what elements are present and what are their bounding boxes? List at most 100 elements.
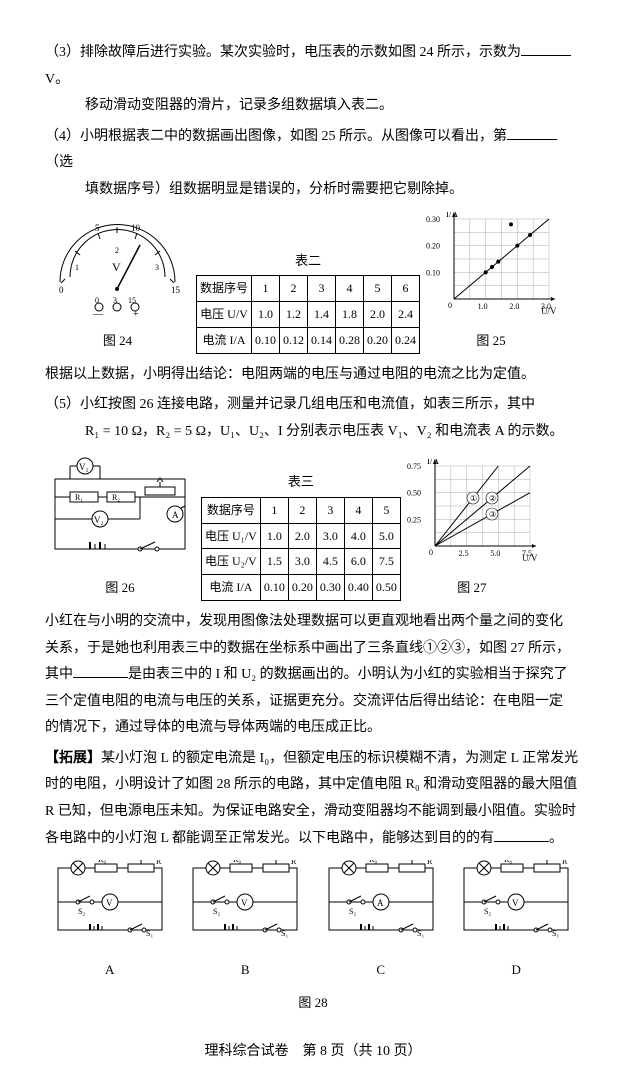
table2-wrap: 表二 数据序号123456电压 U/V1.01.21.41.82.02.4电流 … [196,249,420,354]
q3: （3）排除故障后进行实验。某次实验时，电压表的示数如图 24 所示，示数为 V。… [45,40,581,120]
fig28-D: LR₀RVS₂S₁D [456,860,576,982]
table3: 数据序号12345电压 U₁/V1.02.03.04.05.0电压 U₂/V1.… [201,497,401,601]
svg-text:R: R [562,860,568,866]
fig27: U/VI/A02.55.07.50.250.500.75①②③ 图 27 [407,459,537,601]
q3-unit: V。 [45,72,69,87]
svg-text:R₀: R₀ [98,860,106,864]
q3-text1: （3）排除故障后进行实验。某次实验时，电压表的示数如图 24 所示，示数为 [45,45,521,60]
fig27-label: 图 27 [407,576,537,601]
svg-text:3.0: 3.0 [541,302,551,311]
svg-text:I/A: I/A [427,459,439,466]
para27-blank [73,663,128,678]
svg-text:R: R [291,860,297,866]
fig28-A: LR₀RVS₂S₁A [50,860,170,982]
tuozhan-blank [494,827,549,842]
conclusion1: 根据以上数据，小明得出结论：电阻两端的电压与通过电阻的电流之比为定值。 [45,362,581,389]
svg-text:S₁: S₁ [552,929,559,938]
table2: 数据序号123456电压 U/V1.01.21.41.82.02.4电流 I/A… [196,275,420,353]
fig24-label: 图 24 [45,329,190,354]
fig25-label: 图 25 [426,329,556,354]
q4-text2: 填数据序号）组数据明显是错误的，分析时需要把它剔除掉。 [45,177,581,204]
footer: 理科综合试卷 第 8 页（共 10 页） [45,1039,581,1066]
svg-text:R₀: R₀ [504,860,512,864]
svg-text:1: 1 [75,263,79,272]
svg-text:S₂: S₂ [213,907,220,916]
svg-text:0: 0 [448,301,452,310]
svg-text:V₂: V₂ [94,515,104,525]
svg-text:I/A: I/A [446,212,458,219]
fig28-row: LR₀RVS₂S₁A LR₀RVS₂S₁B LR₀RAS₂S₁C LR₀RVS₂… [45,860,581,982]
svg-text:7.5: 7.5 [522,549,532,558]
fig26: V₁ R₁ R₂ V₂ A 图 26 [45,454,195,601]
svg-text:2.0: 2.0 [509,302,519,311]
svg-text:0: 0 [59,285,64,295]
q5-text1: （5）小红按图 26 连接电路，测量并记录几组电压和电流值，如表三所示，其中 [45,397,535,412]
fig24: 0 5 10 15 1 2 3 V 0 3 15 — + 图 24 [45,217,190,354]
svg-text:0.75: 0.75 [407,462,421,471]
svg-text:②: ② [489,494,496,503]
svg-text:V: V [512,898,519,908]
svg-text:R₂: R₂ [112,493,120,502]
q5-text2: R₁ = 10 Ω，R₂ = 5 Ω，U₁、U₂、I 分别表示电压表 V₁、V₂… [85,424,564,439]
svg-text:3: 3 [155,263,159,272]
table3-title: 表三 [201,470,401,495]
row-26-27: V₁ R₁ R₂ V₂ A 图 26 表三 数据序号12345电压 U₁/V1.… [45,454,581,601]
svg-text:5: 5 [95,223,100,233]
svg-text:S₁: S₁ [281,929,288,938]
svg-text:S₁: S₁ [417,929,424,938]
table3-wrap: 表三 数据序号12345电压 U₁/V1.02.03.04.05.0电压 U₂/… [201,470,401,601]
q5: （5）小红按图 26 连接电路，测量并记录几组电压和电流值，如表三所示，其中 R… [45,392,581,445]
svg-text:2: 2 [115,246,119,255]
svg-text:L: L [480,860,485,861]
q4-blank [507,125,557,140]
svg-text:0.10: 0.10 [426,268,440,277]
fig28-C: LR₀RAS₂S₁C [321,860,441,982]
q4: （4）小明根据表二中的数据画出图像，如图 25 所示。从图像可以看出，第 （选 填… [45,124,581,204]
svg-text:V₁: V₁ [79,462,89,472]
svg-text:0: 0 [429,548,433,557]
tuozhan: 【拓展】某小灯泡 L 的额定电流是 I₀，但额定电压的标识模糊不清，为测定 L … [45,746,581,852]
table2-title: 表二 [196,249,420,274]
svg-text:L: L [345,860,350,861]
q3-text2: 移动滑动变阻器的滑片，记录多组数据填入表二。 [45,93,581,120]
svg-text:0.25: 0.25 [407,515,421,524]
fig25: U/VI/A01.02.03.00.100.200.30 图 25 [426,212,556,354]
svg-text:2.5: 2.5 [459,549,469,558]
fig28-label: 图 28 [45,991,581,1016]
svg-text:R₀: R₀ [369,860,377,864]
svg-text:③: ③ [489,510,496,519]
svg-text:S₂: S₂ [78,907,85,916]
svg-text:15: 15 [128,296,136,305]
fig26-label: 图 26 [45,576,195,601]
svg-text:L: L [74,860,79,861]
svg-text:R₁: R₁ [75,493,83,502]
svg-text:3: 3 [113,296,117,305]
svg-text:0.20: 0.20 [426,241,440,250]
svg-text:+: + [133,309,139,317]
svg-text:R: R [427,860,433,866]
svg-text:V: V [112,260,121,274]
q4-text1: （4）小明根据表二中的数据画出图像，如图 25 所示。从图像可以看出，第 [45,129,507,144]
svg-text:V: V [106,898,113,908]
svg-text:V: V [241,898,248,908]
svg-text:A: A [377,898,384,908]
svg-text:10: 10 [131,223,141,233]
q3-blank [521,41,571,56]
svg-text:1.0: 1.0 [478,302,488,311]
svg-text:S₁: S₁ [146,929,153,938]
fig28-B: LR₀RVS₂S₁B [185,860,305,982]
svg-text:①: ① [470,494,477,503]
svg-text:L: L [209,860,214,861]
svg-text:0.50: 0.50 [407,488,421,497]
svg-text:0: 0 [95,296,99,305]
row-24-25: 0 5 10 15 1 2 3 V 0 3 15 — + 图 24 表二 数据序号… [45,212,581,354]
svg-text:A: A [172,510,179,520]
para27: 小红在与小明的交流中，发现用图像法处理数据可以更直观地看出两个量之间的变化 关系… [45,609,581,742]
svg-text:—: — [92,309,104,317]
svg-text:0.30: 0.30 [426,215,440,224]
svg-text:5.0: 5.0 [490,549,500,558]
svg-text:R: R [156,860,162,866]
svg-text:15: 15 [171,285,181,295]
q4-suffix: （选 [45,155,73,170]
svg-text:S₂: S₂ [349,907,356,916]
